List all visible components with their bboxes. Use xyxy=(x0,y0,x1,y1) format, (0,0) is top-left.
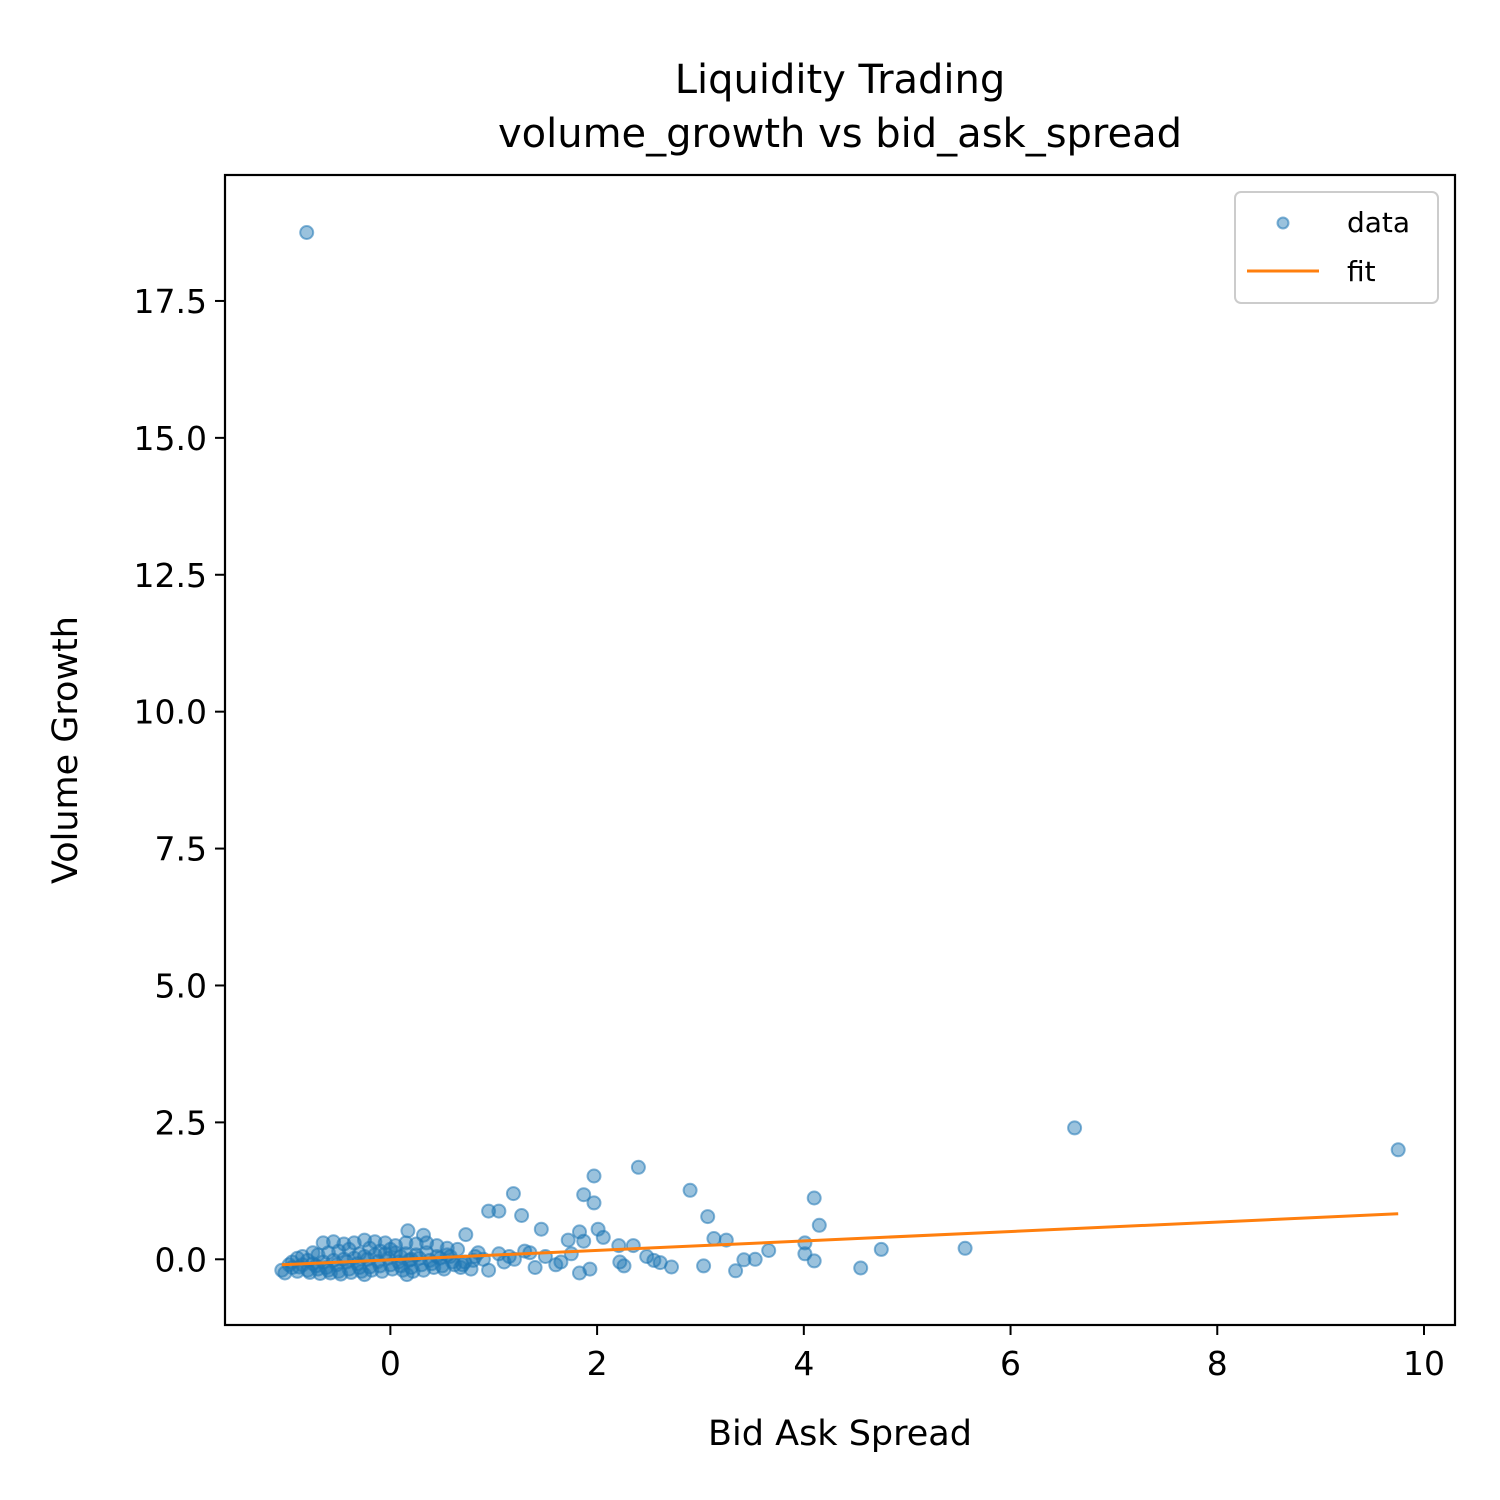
data-point xyxy=(458,1227,474,1243)
x-tick-label: 2 xyxy=(587,1344,608,1383)
data-point xyxy=(586,1195,602,1211)
data-point xyxy=(553,1254,569,1270)
fit-line xyxy=(281,1212,1399,1267)
data-point xyxy=(533,1221,549,1237)
data-point xyxy=(873,1241,889,1257)
data-point xyxy=(957,1240,973,1256)
data-point xyxy=(595,1229,611,1245)
data-point xyxy=(491,1203,507,1219)
data-point xyxy=(1067,1120,1083,1136)
data-point xyxy=(806,1253,822,1269)
x-axis-label: Bid Ask Spread xyxy=(708,1414,972,1454)
legend: data fit xyxy=(1234,191,1439,304)
data-point xyxy=(586,1168,602,1184)
data-point xyxy=(527,1260,543,1275)
y-tick-label: 0.0 xyxy=(155,1240,207,1279)
y-tick-label: 7.5 xyxy=(155,830,207,869)
plot-area xyxy=(274,225,1406,1283)
data-point xyxy=(505,1186,521,1202)
x-tick-label: 6 xyxy=(1000,1344,1021,1383)
data-point xyxy=(853,1260,869,1276)
data-point xyxy=(761,1243,777,1258)
x-tick-label: 4 xyxy=(793,1344,814,1383)
legend-fit-label: fit xyxy=(1347,255,1376,288)
data-point xyxy=(811,1217,827,1233)
data-point xyxy=(560,1232,576,1248)
data-point xyxy=(664,1259,679,1275)
data-point xyxy=(639,1249,655,1264)
data-point xyxy=(700,1209,716,1225)
y-tick-label: 2.5 xyxy=(155,1103,207,1142)
data-point xyxy=(1390,1142,1406,1158)
y-tick-label: 10.0 xyxy=(134,693,207,732)
data-point xyxy=(806,1190,822,1206)
data-point xyxy=(706,1231,722,1246)
y-tick-label: 17.5 xyxy=(134,282,207,321)
plot-frame xyxy=(223,173,1457,1327)
legend-data-marker xyxy=(1276,216,1290,230)
legend-box xyxy=(1234,191,1439,304)
data-point xyxy=(576,1233,592,1249)
data-point xyxy=(572,1265,587,1281)
data-point xyxy=(399,1267,415,1283)
y-axis-ticks: 0.0 2.5 5.0 7.5 10.0 12.5 15.0 17.5 xyxy=(134,282,225,1279)
x-tick-label: 10 xyxy=(1403,1344,1445,1383)
data-point xyxy=(357,1267,372,1283)
data-point xyxy=(514,1208,530,1223)
data-point xyxy=(728,1263,744,1279)
x-tick-label: 0 xyxy=(380,1344,401,1383)
x-axis-ticks: 0 2 4 6 8 10 xyxy=(380,1325,1445,1383)
y-tick-label: 15.0 xyxy=(134,419,207,458)
data-point xyxy=(299,225,315,240)
data-point xyxy=(682,1182,698,1198)
data-point xyxy=(736,1252,752,1268)
data-point xyxy=(696,1258,712,1274)
data-point xyxy=(400,1223,416,1239)
data-point xyxy=(576,1187,592,1203)
data-point xyxy=(616,1258,632,1274)
data-point xyxy=(747,1251,763,1267)
y-tick-label: 5.0 xyxy=(155,966,207,1005)
x-tick-label: 8 xyxy=(1207,1344,1228,1383)
y-tick-label: 12.5 xyxy=(134,556,207,595)
data-point xyxy=(590,1221,606,1237)
chart-subtitle: volume_growth vs bid_ask_spread xyxy=(498,111,1182,157)
data-point xyxy=(630,1159,646,1175)
data-point xyxy=(481,1203,497,1219)
legend-data-label: data xyxy=(1347,206,1410,239)
y-axis-label: Volume Growth xyxy=(46,616,86,884)
data-point xyxy=(312,1266,328,1281)
data-point xyxy=(563,1246,579,1262)
chart-title: Liquidity Trading xyxy=(675,57,1006,103)
